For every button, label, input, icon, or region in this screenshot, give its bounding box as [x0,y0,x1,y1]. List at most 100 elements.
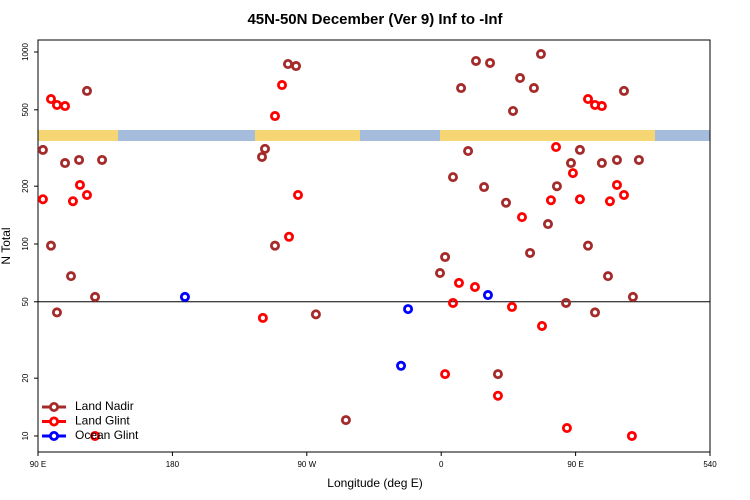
data-point [37,144,48,155]
data-point [435,268,446,279]
plot-border [37,39,711,453]
data-point [45,240,56,251]
data-point [257,312,268,323]
data-point [60,158,71,169]
data-point [81,189,92,200]
data-point [525,247,536,258]
legend-label: Ocean Glint [75,428,139,442]
data-point [45,94,56,105]
legend-label: Land Glint [75,414,130,428]
data-point [567,168,578,179]
data-point [596,158,607,169]
data-point [440,252,451,263]
chart-title: 45N-50N December (Ver 9) Inf to -Inf [247,11,503,28]
data-point [565,158,576,169]
data-point [310,309,321,320]
data-point [633,154,644,165]
data-point [501,197,512,208]
data-point [282,59,293,70]
data-point [508,105,519,116]
data-point [611,179,622,190]
data-point [492,369,503,380]
data-point [611,154,622,165]
data-point [74,154,85,165]
data-point [545,195,556,206]
data-point [627,291,638,302]
data-point [81,85,92,96]
data-point [292,189,303,200]
data-point [542,219,553,230]
y-axis-label: N Total [0,227,13,264]
data-point [256,151,267,162]
data-point [179,291,190,302]
data-point [604,196,615,207]
data-point [340,415,351,426]
ocean-band [38,130,710,141]
data-point [90,291,101,302]
x-tick-label: 90 E [30,460,46,469]
data-point [492,390,503,401]
data-point [269,240,280,251]
data-point [574,194,585,205]
legend-marker [49,416,60,427]
data-point [596,101,607,112]
legend-marker [49,401,60,412]
data-point [74,179,85,190]
x-tick-label: 180 [166,460,180,469]
data-point [590,307,601,318]
data-point [456,83,467,94]
data-point [447,172,458,183]
x-tick-label: 90 W [297,460,316,469]
y-tick-label: 50 [21,297,30,306]
data-point [269,111,280,122]
data-point [561,297,572,308]
land-band [255,130,360,141]
data-point [574,144,585,155]
data-point [37,194,48,205]
data-point [291,61,302,72]
data-point [396,360,407,371]
y-tick-label: 1000 [21,43,30,61]
data-point [603,271,614,282]
x-tick-label: 540 [703,460,717,469]
data-point [626,430,637,441]
y-tick-label: 500 [21,103,30,117]
y-tick-label: 10 [21,431,30,440]
data-point [485,57,496,68]
data-point [551,142,562,153]
data-point [447,297,458,308]
data-point [469,281,480,292]
data-point [66,271,77,282]
y-tick-label: 100 [21,237,30,251]
data-point [403,304,414,315]
y-tick-label: 20 [21,373,30,382]
legend-marker [49,430,60,441]
y-tick-label: 200 [21,179,30,193]
data-point [60,101,71,112]
data-point [90,430,101,441]
data-point [582,240,593,251]
data-point [51,99,62,110]
data-point [528,83,539,94]
data-point [506,301,517,312]
x-axis-label: Longitude (deg E) [327,476,422,490]
data-point [479,182,490,193]
data-point [51,307,62,318]
data-point [551,181,562,192]
data-point [277,80,288,91]
data-point [453,277,464,288]
map-band [38,130,710,141]
data-point [618,189,629,200]
data-point [482,290,493,301]
x-tick-label: 0 [439,460,444,469]
data-point [516,212,527,223]
data-point [463,146,474,157]
land-band [38,130,118,141]
data-point [535,49,546,60]
land-band [440,130,655,141]
data-point [618,85,629,96]
data-point [440,369,451,380]
data-point [537,320,548,331]
data-point [582,94,593,105]
legend-label: Land Nadir [75,399,134,413]
